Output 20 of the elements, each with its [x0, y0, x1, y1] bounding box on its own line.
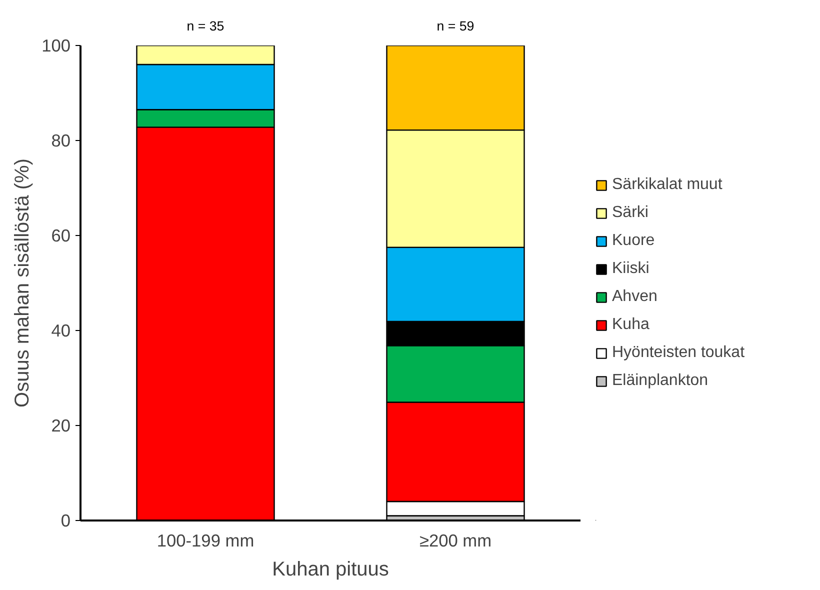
legend-label: Särkikalat muut	[612, 176, 722, 194]
annotation: n = 35	[186, 18, 224, 34]
y-tick-label: 20	[51, 416, 71, 436]
legend-label: Eläinplankton	[612, 372, 708, 390]
legend-label: Kuha	[612, 316, 650, 334]
x-axis-title: Kuhan pituus	[272, 558, 389, 580]
x-tick-label: ≥200 mm	[419, 530, 492, 550]
legend-label: Ahven	[612, 288, 658, 306]
legend-label: Kiiski	[612, 260, 650, 278]
y-tick-label: 40	[51, 320, 71, 340]
y-tick-label: 60	[51, 226, 71, 246]
annotation: n = 59	[436, 18, 474, 34]
y-tick-label: 80	[51, 130, 71, 150]
y-tick-label: 0	[60, 510, 71, 530]
y-tick-label: 100	[42, 36, 71, 56]
y-axis-title: Osuus mahan sisällöstä (%)	[12, 158, 34, 408]
legend-label: Särki	[612, 204, 648, 222]
legend-label: Hyönteisten toukat	[612, 344, 745, 362]
x-tick-label: 100-199 mm	[156, 530, 254, 550]
legend-label: Kuore	[612, 232, 655, 250]
